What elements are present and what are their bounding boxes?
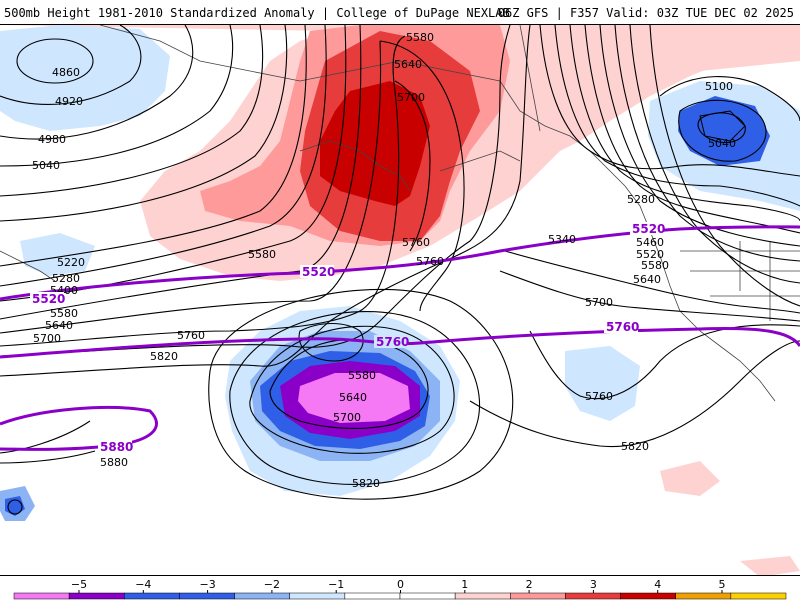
label-5760-center-2: 5760 bbox=[416, 255, 444, 268]
legend-tick-label: −1 bbox=[328, 578, 344, 591]
legend-swatch bbox=[675, 592, 732, 600]
purple-label-5760-center: 5760 bbox=[376, 335, 409, 349]
legend-tick-label: 2 bbox=[526, 578, 533, 591]
label-5460-east: 5460 bbox=[636, 236, 664, 249]
label-5640-north: 5640 bbox=[394, 58, 422, 71]
label-5880-west: 5880 bbox=[100, 456, 128, 469]
purple-contours bbox=[0, 225, 800, 451]
anomaly-map: 4860 4920 4980 5040 5220 5280 5400 5580 … bbox=[0, 24, 800, 576]
legend-swatch bbox=[730, 592, 787, 600]
legend-swatch bbox=[620, 592, 676, 600]
legend-swatch bbox=[289, 592, 346, 600]
legend-tick-label: 1 bbox=[461, 578, 468, 591]
positive-anomaly-fill bbox=[0, 25, 800, 575]
legend-swatch bbox=[13, 592, 70, 600]
purple-label-5520-center: 5520 bbox=[302, 265, 335, 279]
legend-tick-label: −4 bbox=[135, 578, 151, 591]
legend-tick-label: −3 bbox=[199, 578, 215, 591]
model-run-info: 06Z GFS | F357 Valid: 03Z TUE DEC 02 202… bbox=[497, 6, 794, 20]
label-5700-north: 5700 bbox=[397, 91, 425, 104]
label-5700-west: 5700 bbox=[33, 332, 61, 345]
legend-tick-label: −2 bbox=[264, 578, 280, 591]
label-5760-east: 5760 bbox=[585, 390, 613, 403]
legend-tick-label: 0 bbox=[397, 578, 404, 591]
purple-label-5520-west: 5520 bbox=[32, 292, 65, 306]
label-5580-center: 5580 bbox=[248, 248, 276, 261]
legend-tick-label: −5 bbox=[71, 578, 87, 591]
label-5340-east: 5340 bbox=[548, 233, 576, 246]
anomaly-legend: −5 −4 −3 −2 −1 0 1 2 3 4 5 bbox=[0, 576, 800, 600]
label-5820-west: 5820 bbox=[150, 350, 178, 363]
purple-label-5880-west: 5880 bbox=[100, 440, 133, 454]
label-5760-center: 5760 bbox=[402, 236, 430, 249]
legend-tick-label: 3 bbox=[590, 578, 597, 591]
map-canvas: 4860 4920 4980 5040 5220 5280 5400 5580 … bbox=[0, 25, 800, 575]
label-5100-east: 5100 bbox=[705, 80, 733, 93]
label-4860: 4860 bbox=[52, 66, 80, 79]
label-5280-west: 5280 bbox=[52, 272, 80, 285]
label-5580-east: 5580 bbox=[641, 259, 669, 272]
legend-swatch bbox=[124, 592, 180, 600]
legend-swatch bbox=[454, 592, 511, 600]
legend-swatch bbox=[179, 592, 235, 600]
title-bar: 500mb Height 1981-2010 Standardized Anom… bbox=[0, 0, 800, 24]
legend-swatch bbox=[234, 592, 290, 600]
label-5820-low: 5820 bbox=[352, 477, 380, 490]
legend-swatch bbox=[68, 592, 125, 600]
label-5760-west: 5760 bbox=[177, 329, 205, 342]
legend-swatch bbox=[399, 592, 456, 600]
legend-swatch bbox=[344, 592, 401, 600]
legend-colorbar: −5 −4 −3 −2 −1 0 1 2 3 4 5 bbox=[13, 578, 787, 600]
label-5820-east: 5820 bbox=[621, 440, 649, 453]
label-5640-low: 5640 bbox=[339, 391, 367, 404]
legend-swatch bbox=[510, 592, 566, 600]
label-5220: 5220 bbox=[57, 256, 85, 269]
purple-label-5520-east: 5520 bbox=[632, 222, 665, 236]
label-4980: 4980 bbox=[38, 133, 66, 146]
label-5580-west: 5580 bbox=[50, 307, 78, 320]
label-5040-east: 5040 bbox=[708, 137, 736, 150]
label-5280-east: 5280 bbox=[627, 193, 655, 206]
label-5700-low: 5700 bbox=[333, 411, 361, 424]
legend-swatch bbox=[565, 592, 621, 600]
purple-label-5760-east: 5760 bbox=[606, 320, 639, 334]
height-contours bbox=[0, 25, 800, 515]
label-5640-east: 5640 bbox=[633, 273, 661, 286]
legend-tick-label: 4 bbox=[654, 578, 661, 591]
label-5520-east: 5520 bbox=[636, 248, 664, 261]
label-5040-west: 5040 bbox=[32, 159, 60, 172]
label-5640-west: 5640 bbox=[45, 319, 73, 332]
label-4920: 4920 bbox=[55, 95, 83, 108]
purple-contour-labels: 5520 5520 5520 5760 5760 5880 bbox=[30, 222, 665, 454]
label-5580-low: 5580 bbox=[348, 369, 376, 382]
legend-tick-label: 5 bbox=[719, 578, 726, 591]
label-5700-east: 5700 bbox=[585, 296, 613, 309]
map-title: 500mb Height 1981-2010 Standardized Anom… bbox=[4, 6, 510, 20]
label-5580-north: 5580 bbox=[406, 31, 434, 44]
contour-labels: 4860 4920 4980 5040 5220 5280 5400 5580 … bbox=[32, 31, 736, 490]
